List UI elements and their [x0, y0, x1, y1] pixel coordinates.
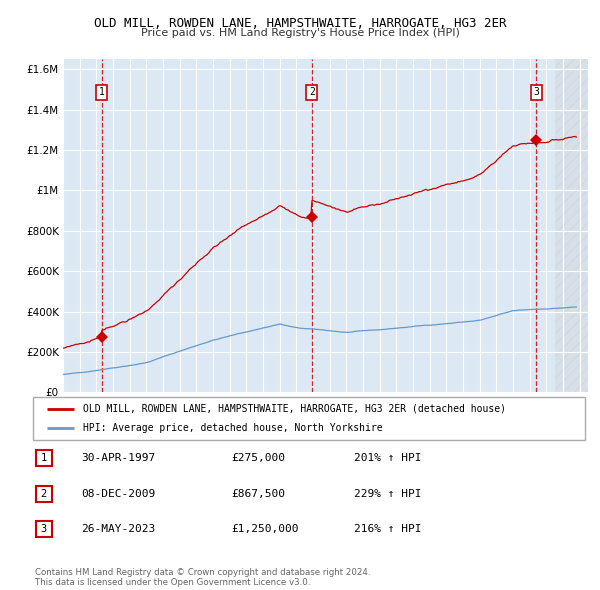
Text: 26-MAY-2023: 26-MAY-2023: [81, 525, 155, 534]
Text: £867,500: £867,500: [231, 489, 285, 499]
Text: 216% ↑ HPI: 216% ↑ HPI: [354, 525, 421, 534]
Text: 1: 1: [41, 454, 47, 463]
Text: £275,000: £275,000: [231, 454, 285, 463]
Text: Contains HM Land Registry data © Crown copyright and database right 2024.
This d: Contains HM Land Registry data © Crown c…: [35, 568, 370, 587]
Text: OLD MILL, ROWDEN LANE, HAMPSTHWAITE, HARROGATE, HG3 2ER: OLD MILL, ROWDEN LANE, HAMPSTHWAITE, HAR…: [94, 17, 506, 30]
Text: 229% ↑ HPI: 229% ↑ HPI: [354, 489, 421, 499]
Text: 08-DEC-2009: 08-DEC-2009: [81, 489, 155, 499]
Text: £1,250,000: £1,250,000: [231, 525, 299, 534]
Text: 2: 2: [41, 489, 47, 499]
Text: 2: 2: [309, 87, 315, 97]
Text: 30-APR-1997: 30-APR-1997: [81, 454, 155, 463]
Text: Price paid vs. HM Land Registry's House Price Index (HPI): Price paid vs. HM Land Registry's House …: [140, 28, 460, 38]
Text: HPI: Average price, detached house, North Yorkshire: HPI: Average price, detached house, Nort…: [83, 422, 382, 432]
Text: OLD MILL, ROWDEN LANE, HAMPSTHWAITE, HARROGATE, HG3 2ER (detached house): OLD MILL, ROWDEN LANE, HAMPSTHWAITE, HAR…: [83, 404, 506, 414]
Text: 1: 1: [99, 87, 105, 97]
FancyBboxPatch shape: [33, 397, 585, 440]
Text: 3: 3: [41, 525, 47, 534]
Text: 201% ↑ HPI: 201% ↑ HPI: [354, 454, 421, 463]
Bar: [554, 59, 588, 392]
Text: 3: 3: [533, 87, 539, 97]
